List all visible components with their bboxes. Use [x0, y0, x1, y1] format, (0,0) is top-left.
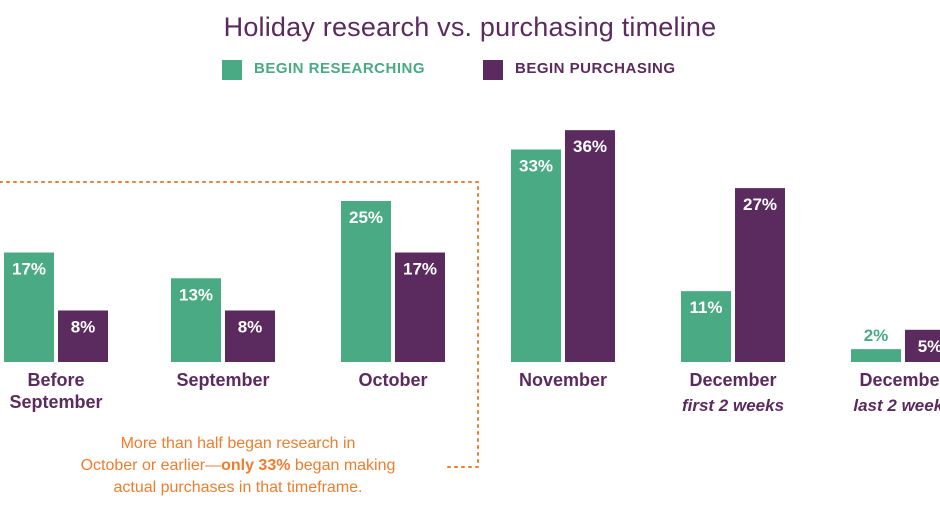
legend-label-researching: BEGIN RESEARCHING	[254, 60, 426, 77]
bar-purchasing-december-first-2-weeks	[735, 188, 785, 362]
legend-swatch-purchasing	[483, 60, 503, 80]
value-label-researching-october: 25%	[349, 208, 383, 227]
annotation-highlight: only 33%	[221, 457, 291, 474]
annotation-line-2: October or earlier—only 33% began making	[80, 457, 396, 474]
category-sublabel-december-first-2-weeks: first 2 weeks	[682, 396, 784, 415]
bar-researching-october	[341, 201, 391, 362]
value-label-researching-before-september: 17%	[12, 260, 46, 279]
category-label-september: September	[176, 370, 269, 390]
value-label-researching-september: 13%	[179, 285, 213, 304]
category-label-december-last-2-weeks: December	[859, 370, 940, 390]
bar-researching-november	[511, 149, 561, 362]
category-label-november: November	[519, 370, 607, 390]
value-label-purchasing-december-last-2-weeks: 5%	[918, 337, 940, 356]
value-label-purchasing-october: 17%	[403, 260, 437, 279]
bar-researching-before-september	[4, 252, 54, 362]
value-label-researching-december-first-2-weeks: 11%	[689, 298, 722, 317]
legend-label-purchasing: BEGIN PURCHASING	[515, 60, 676, 77]
bar-researching-december-first-2-weeks	[681, 291, 731, 362]
category-label-before-september: Before	[27, 370, 84, 390]
bar-researching-december-last-2-weeks	[851, 349, 901, 362]
value-label-purchasing-december-first-2-weeks: 27%	[743, 195, 777, 214]
value-label-purchasing-september: 8%	[238, 317, 263, 336]
bar-purchasing-september	[225, 310, 275, 362]
category-label-october: October	[358, 370, 427, 390]
value-label-researching-november: 33%	[519, 156, 553, 175]
legend-swatch-researching	[222, 60, 242, 80]
bar-purchasing-october	[395, 252, 445, 362]
highlight-bracket	[0, 181, 479, 468]
annotation-text: More than half began research in October…	[0, 433, 476, 499]
value-label-purchasing-november: 36%	[573, 137, 607, 156]
bar-purchasing-december-last-2-weeks	[905, 329, 940, 362]
annotation-line-1: More than half began research in	[120, 435, 356, 452]
value-label-purchasing-before-september: 8%	[71, 317, 96, 336]
bar-purchasing-before-september	[58, 310, 108, 362]
category-label-before-september: September	[9, 392, 102, 412]
annotation-line-3: actual purchases in that timeframe.	[113, 479, 363, 496]
chart-title: Holiday research vs. purchasing timeline	[223, 12, 717, 42]
bar-purchasing-november	[565, 130, 615, 362]
bar-researching-september	[171, 278, 221, 362]
category-label-december-first-2-weeks: December	[689, 370, 776, 390]
category-sublabel-december-last-2-weeks: last 2 weeks	[853, 396, 940, 415]
value-label-researching-december-last-2-weeks: 2%	[864, 326, 889, 345]
